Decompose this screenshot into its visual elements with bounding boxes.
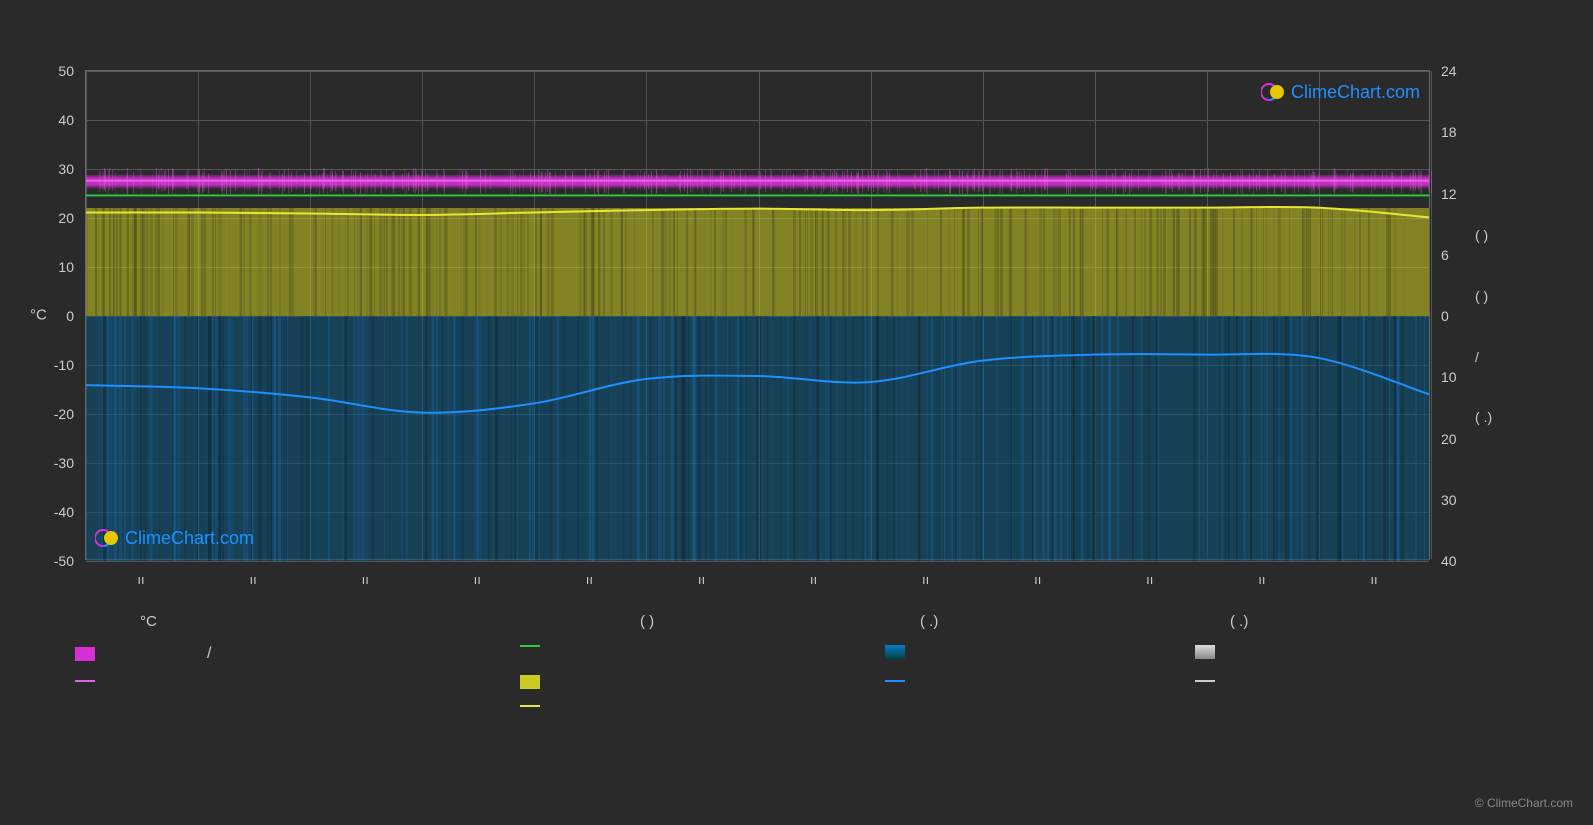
y-left-tick: -40 [34, 504, 74, 520]
logo-icon [1261, 80, 1285, 104]
swatch-blue-box [885, 645, 905, 659]
x-month-tick: ıı [1034, 572, 1041, 587]
x-month-tick: ıı [586, 572, 593, 587]
watermark-top: ClimeChart.com [1261, 80, 1420, 104]
y-right-bottom-tick: 40 [1441, 553, 1481, 569]
legend-item-yellow-line [520, 705, 540, 707]
legend-item-grey-box [1195, 645, 1215, 659]
swatch-grey-line [1195, 680, 1215, 682]
legend-item-blue-box [885, 645, 905, 659]
y-right-top-tick: 24 [1441, 63, 1481, 79]
right-axis-units: ( ) ( ) / ( .) [1475, 220, 1492, 433]
swatch-magenta-box [75, 647, 95, 661]
y-left-tick: 0 [34, 308, 74, 324]
y-left-tick: -30 [34, 455, 74, 471]
right-unit-3: / [1475, 342, 1492, 373]
legend-item-temp-range: / [75, 645, 211, 663]
x-month-tick: ıı [362, 572, 369, 587]
watermark-bottom: ClimeChart.com [95, 526, 254, 550]
swatch-yellow-box [520, 675, 540, 689]
legend-item-green [520, 645, 540, 647]
legend-item-blue-line [885, 680, 905, 682]
y-left-tick: -50 [34, 553, 74, 569]
blue-line [86, 354, 1429, 413]
x-month-tick: ıı [1146, 572, 1153, 587]
right-unit-1: ( ) [1475, 220, 1492, 251]
y-left-tick: -10 [34, 357, 74, 373]
chart-lines [86, 71, 1429, 559]
swatch-green-line [520, 645, 540, 647]
logo-icon [95, 526, 119, 550]
y-left-tick: -20 [34, 406, 74, 422]
right-unit-4: ( .) [1475, 402, 1492, 433]
x-month-tick: ıı [810, 572, 817, 587]
copyright: © ClimeChart.com [1475, 796, 1573, 810]
y-right-bottom-tick: 30 [1441, 492, 1481, 508]
swatch-magenta-line [75, 680, 95, 682]
swatch-grey-box [1195, 645, 1215, 659]
legend-item-yellow-box [520, 675, 540, 689]
plot-area: 50403020100-10-20-30-40-5024181260102030… [85, 70, 1430, 560]
x-month-tick: ıı [922, 572, 929, 587]
x-month-tick: ıı [698, 572, 705, 587]
legend-header-3: ( .) [920, 613, 938, 630]
x-month-tick: ıı [137, 572, 144, 587]
x-month-tick: ıı [1370, 572, 1377, 587]
legend-header-1: °C [140, 613, 157, 630]
right-unit-2: ( ) [1475, 281, 1492, 312]
y-left-tick: 30 [34, 161, 74, 177]
legend-item-temp-line [75, 680, 95, 682]
y-left-tick: 20 [34, 210, 74, 226]
legend-header-4: ( .) [1230, 613, 1248, 630]
legend-header-2: ( ) [640, 613, 654, 630]
y-left-tick: 10 [34, 259, 74, 275]
y-right-top-tick: 12 [1441, 186, 1481, 202]
watermark-text: ClimeChart.com [125, 528, 254, 549]
swatch-yellow-line [520, 705, 540, 707]
y-left-tick: 50 [34, 63, 74, 79]
x-month-tick: ıı [1258, 572, 1265, 587]
legend-label: / [207, 645, 211, 663]
legend-item-grey-line [1195, 680, 1215, 682]
y-right-top-tick: 18 [1441, 124, 1481, 140]
watermark-text: ClimeChart.com [1291, 82, 1420, 103]
chart-container: °C 50403020100-10-20-30-40-5024181260102… [85, 70, 1430, 560]
x-month-tick: ıı [474, 572, 481, 587]
x-month-tick: ıı [250, 572, 257, 587]
swatch-blue-line [885, 680, 905, 682]
yellow-line [86, 207, 1429, 217]
y-left-tick: 40 [34, 112, 74, 128]
